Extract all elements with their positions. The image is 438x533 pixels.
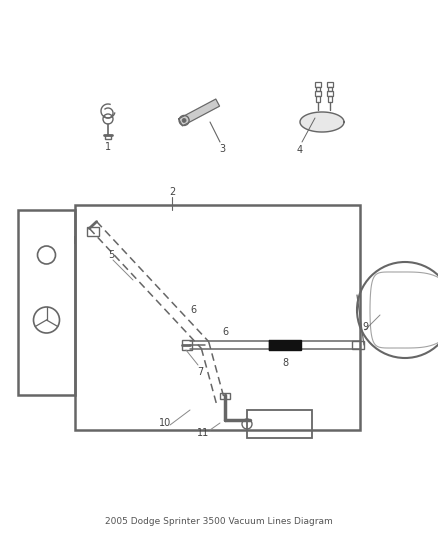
Text: 10: 10	[159, 418, 171, 428]
Text: 11: 11	[197, 428, 209, 438]
Text: 8: 8	[282, 358, 288, 368]
Bar	[315, 82, 321, 87]
Bar	[316, 87, 320, 91]
Bar	[327, 91, 333, 96]
Bar	[316, 96, 320, 102]
Bar	[327, 82, 333, 87]
Bar	[87, 228, 99, 236]
Text: 6: 6	[222, 327, 228, 337]
Bar	[352, 341, 364, 349]
Polygon shape	[300, 112, 344, 132]
Bar	[247, 410, 312, 438]
Text: 6: 6	[190, 305, 196, 315]
Bar	[105, 135, 111, 139]
Text: 3: 3	[219, 144, 225, 154]
Text: 7: 7	[197, 367, 203, 377]
Text: 2: 2	[169, 187, 175, 197]
Bar	[18, 210, 75, 395]
Bar	[75, 205, 360, 430]
Bar	[315, 91, 321, 96]
Text: 4: 4	[297, 145, 303, 155]
Bar	[182, 340, 192, 350]
Bar	[328, 87, 332, 91]
Bar	[220, 393, 230, 399]
Text: 5: 5	[108, 250, 114, 260]
Circle shape	[182, 118, 186, 123]
Bar	[269, 340, 301, 350]
Bar	[328, 96, 332, 102]
Text: 2005 Dodge Sprinter 3500 Vacuum Lines Diagram: 2005 Dodge Sprinter 3500 Vacuum Lines Di…	[105, 518, 333, 527]
Text: 1: 1	[105, 142, 111, 152]
Polygon shape	[179, 99, 219, 126]
Text: 9: 9	[362, 322, 368, 332]
